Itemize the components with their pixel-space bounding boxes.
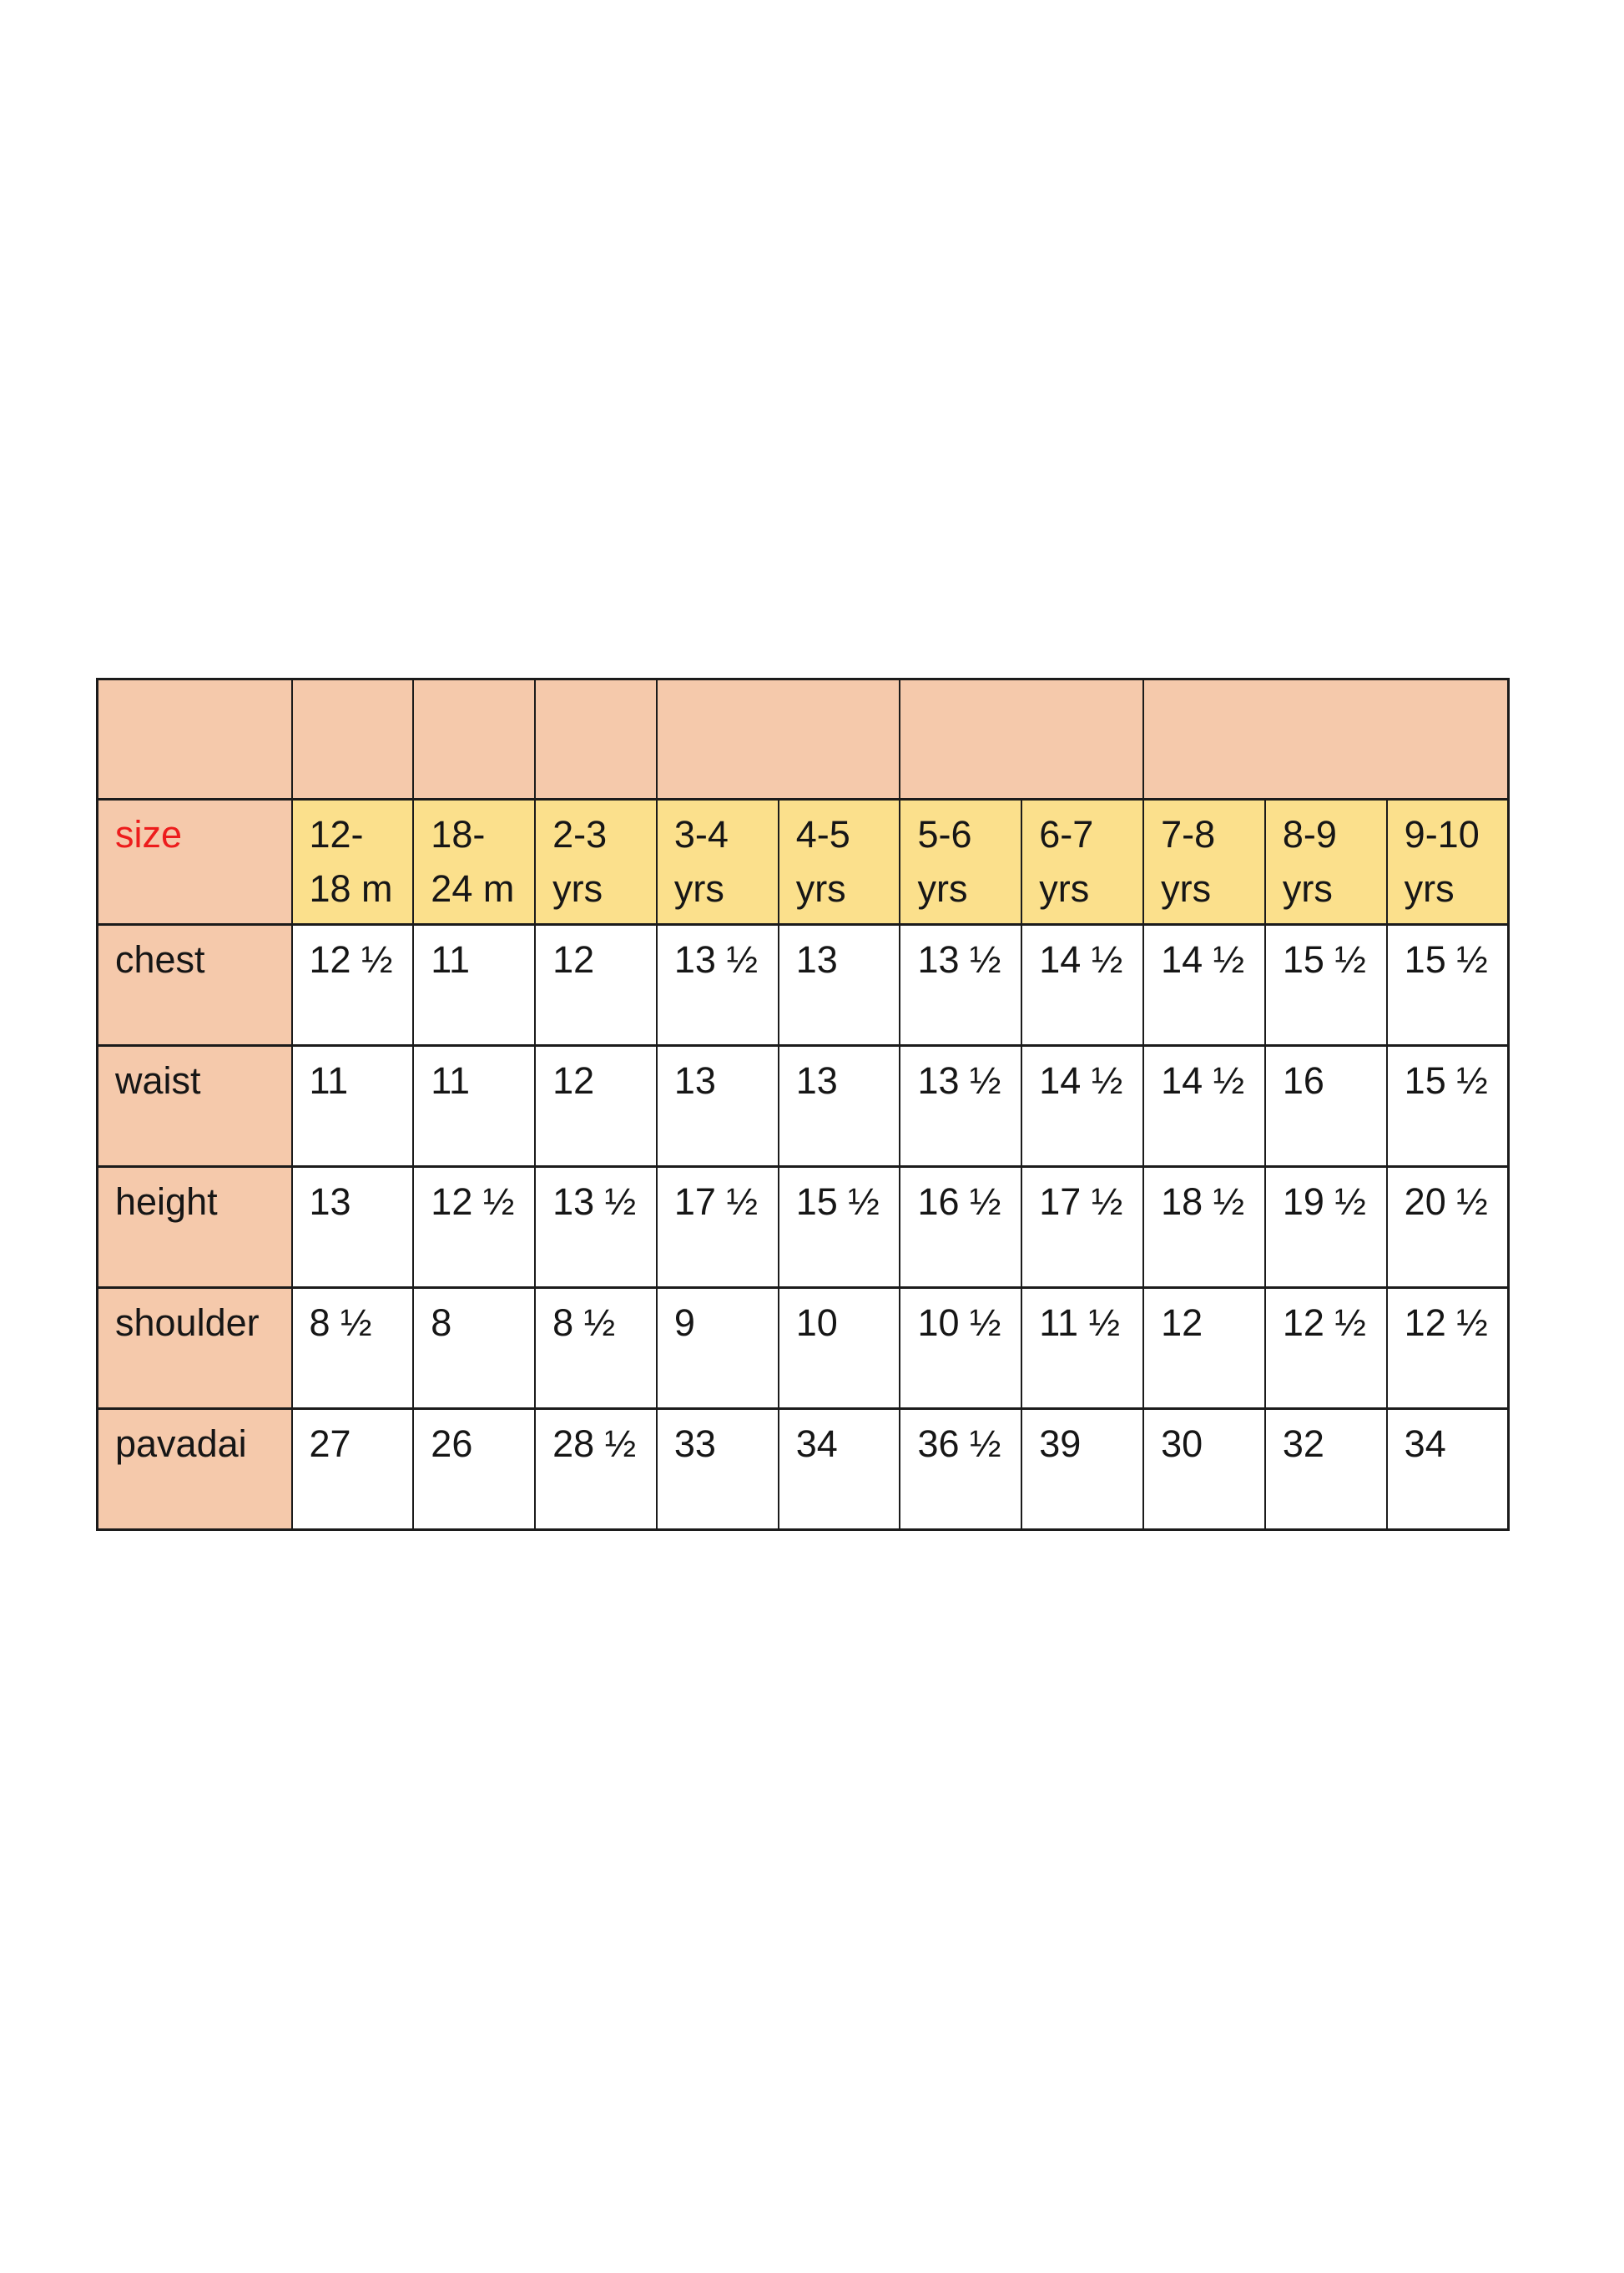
size-row-label: size xyxy=(96,798,293,926)
value-cell-chest-7: 14 ½ xyxy=(1142,922,1266,1047)
value-cell-waist-6: 14 ½ xyxy=(1021,1043,1145,1168)
value-cell-pavadai-9: 34 xyxy=(1385,1407,1510,1531)
value-cell-pavadai-5: 36 ½ xyxy=(899,1407,1023,1531)
measurement-row-waist: waist 11 11 12 13 13 13 ½ 14 ½ 14 ½ 16 15 ½ xyxy=(96,1043,1510,1168)
value-cell-chest-6: 14 ½ xyxy=(1021,922,1145,1047)
value-cell-pavadai-4: 34 xyxy=(777,1407,901,1531)
value-cell-height-4: 15 ½ xyxy=(777,1164,901,1289)
header-cell-1 xyxy=(290,678,415,801)
row-label-pavadai: pavadai xyxy=(96,1407,293,1531)
value-cell-chest-9: 15 ½ xyxy=(1385,922,1510,1047)
size-column-header-7: 7-8 yrs xyxy=(1142,798,1266,926)
header-cell-2 xyxy=(412,678,537,801)
value-cell-waist-2: 12 xyxy=(534,1043,658,1168)
size-column-header-8: 8-9 yrs xyxy=(1263,798,1388,926)
value-cell-height-1: 12 ½ xyxy=(412,1164,537,1289)
header-cell-3 xyxy=(534,678,658,801)
value-cell-height-6: 17 ½ xyxy=(1021,1164,1145,1289)
row-label-chest: chest xyxy=(96,922,293,1047)
size-column-header-5: 5-6 yrs xyxy=(899,798,1023,926)
value-cell-pavadai-1: 26 xyxy=(412,1407,537,1531)
value-cell-height-7: 18 ½ xyxy=(1142,1164,1266,1289)
row-label-height: height xyxy=(96,1164,293,1289)
value-cell-chest-0: 12 ½ xyxy=(290,922,415,1047)
value-cell-chest-5: 13 ½ xyxy=(899,922,1023,1047)
size-column-header-1: 18- 24 m xyxy=(412,798,537,926)
value-cell-shoulder-4: 10 xyxy=(777,1286,901,1410)
size-chart-table: size 12- 18 m 18- 24 m 2-3 yrs 3-4 yrs 4-5 yr… xyxy=(96,678,1510,1531)
value-cell-shoulder-8: 12 ½ xyxy=(1263,1286,1388,1410)
value-cell-pavadai-8: 32 xyxy=(1263,1407,1388,1531)
value-cell-pavadai-2: 28 ½ xyxy=(534,1407,658,1531)
value-cell-pavadai-3: 33 xyxy=(655,1407,779,1531)
value-cell-chest-2: 12 xyxy=(534,922,658,1047)
value-cell-waist-1: 11 xyxy=(412,1043,537,1168)
value-cell-pavadai-6: 39 xyxy=(1021,1407,1145,1531)
size-column-header-6: 6-7 yrs xyxy=(1021,798,1145,926)
value-cell-chest-4: 13 xyxy=(777,922,901,1047)
header-cell-4 xyxy=(655,678,901,801)
value-cell-waist-0: 11 xyxy=(290,1043,415,1168)
value-cell-waist-4: 13 xyxy=(777,1043,901,1168)
value-cell-shoulder-2: 8 ½ xyxy=(534,1286,658,1410)
size-column-header-9: 9-10 yrs xyxy=(1385,798,1510,926)
value-cell-shoulder-3: 9 xyxy=(655,1286,779,1410)
row-label-waist: waist xyxy=(96,1043,293,1168)
value-cell-height-8: 19 ½ xyxy=(1263,1164,1388,1289)
value-cell-shoulder-0: 8 ½ xyxy=(290,1286,415,1410)
value-cell-shoulder-9: 12 ½ xyxy=(1385,1286,1510,1410)
size-column-header-4: 4-5 yrs xyxy=(777,798,901,926)
value-cell-height-9: 20 ½ xyxy=(1385,1164,1510,1289)
value-cell-chest-8: 15 ½ xyxy=(1263,922,1388,1047)
value-cell-height-3: 17 ½ xyxy=(655,1164,779,1289)
value-cell-waist-3: 13 xyxy=(655,1043,779,1168)
value-cell-shoulder-5: 10 ½ xyxy=(899,1286,1023,1410)
value-cell-shoulder-6: 11 ½ xyxy=(1021,1286,1145,1410)
value-cell-shoulder-1: 8 xyxy=(412,1286,537,1410)
header-cell-0 xyxy=(96,678,293,801)
value-cell-height-0: 13 xyxy=(290,1164,415,1289)
value-cell-chest-3: 13 ½ xyxy=(655,922,779,1047)
top-header-row xyxy=(96,678,1510,801)
value-cell-shoulder-7: 12 xyxy=(1142,1286,1266,1410)
value-cell-waist-9: 15 ½ xyxy=(1385,1043,1510,1168)
value-cell-height-5: 16 ½ xyxy=(899,1164,1023,1289)
size-table-body: size 12- 18 m 18- 24 m 2-3 yrs 3-4 yrs 4-5 yr… xyxy=(96,678,1510,1531)
row-label-shoulder: shoulder xyxy=(96,1286,293,1410)
size-row: size 12- 18 m 18- 24 m 2-3 yrs 3-4 yrs 4-5 yr… xyxy=(96,798,1510,926)
value-cell-pavadai-7: 30 xyxy=(1142,1407,1266,1531)
header-cell-5 xyxy=(899,678,1145,801)
value-cell-waist-8: 16 xyxy=(1263,1043,1388,1168)
measurement-row-chest: chest 12 ½ 11 12 13 ½ 13 13 ½ 14 ½ 14 ½ 15 ½ 15 ½ xyxy=(96,922,1510,1047)
value-cell-chest-1: 11 xyxy=(412,922,537,1047)
value-cell-waist-7: 14 ½ xyxy=(1142,1043,1266,1168)
measurement-row-height: height 13 12 ½ 13 ½ 17 ½ 15 ½ 16 ½ 17 ½ 18 ½ 19 ½… xyxy=(96,1164,1510,1289)
size-column-header-3: 3-4 yrs xyxy=(655,798,779,926)
value-cell-height-2: 13 ½ xyxy=(534,1164,658,1289)
measurement-row-pavadai: pavadai 27 26 28 ½ 33 34 36 ½ 39 30 32 34 xyxy=(96,1407,1510,1531)
size-column-header-0: 12- 18 m xyxy=(290,798,415,926)
value-cell-pavadai-0: 27 xyxy=(290,1407,415,1531)
size-column-header-2: 2-3 yrs xyxy=(534,798,658,926)
value-cell-waist-5: 13 ½ xyxy=(899,1043,1023,1168)
header-cell-6 xyxy=(1142,678,1510,801)
